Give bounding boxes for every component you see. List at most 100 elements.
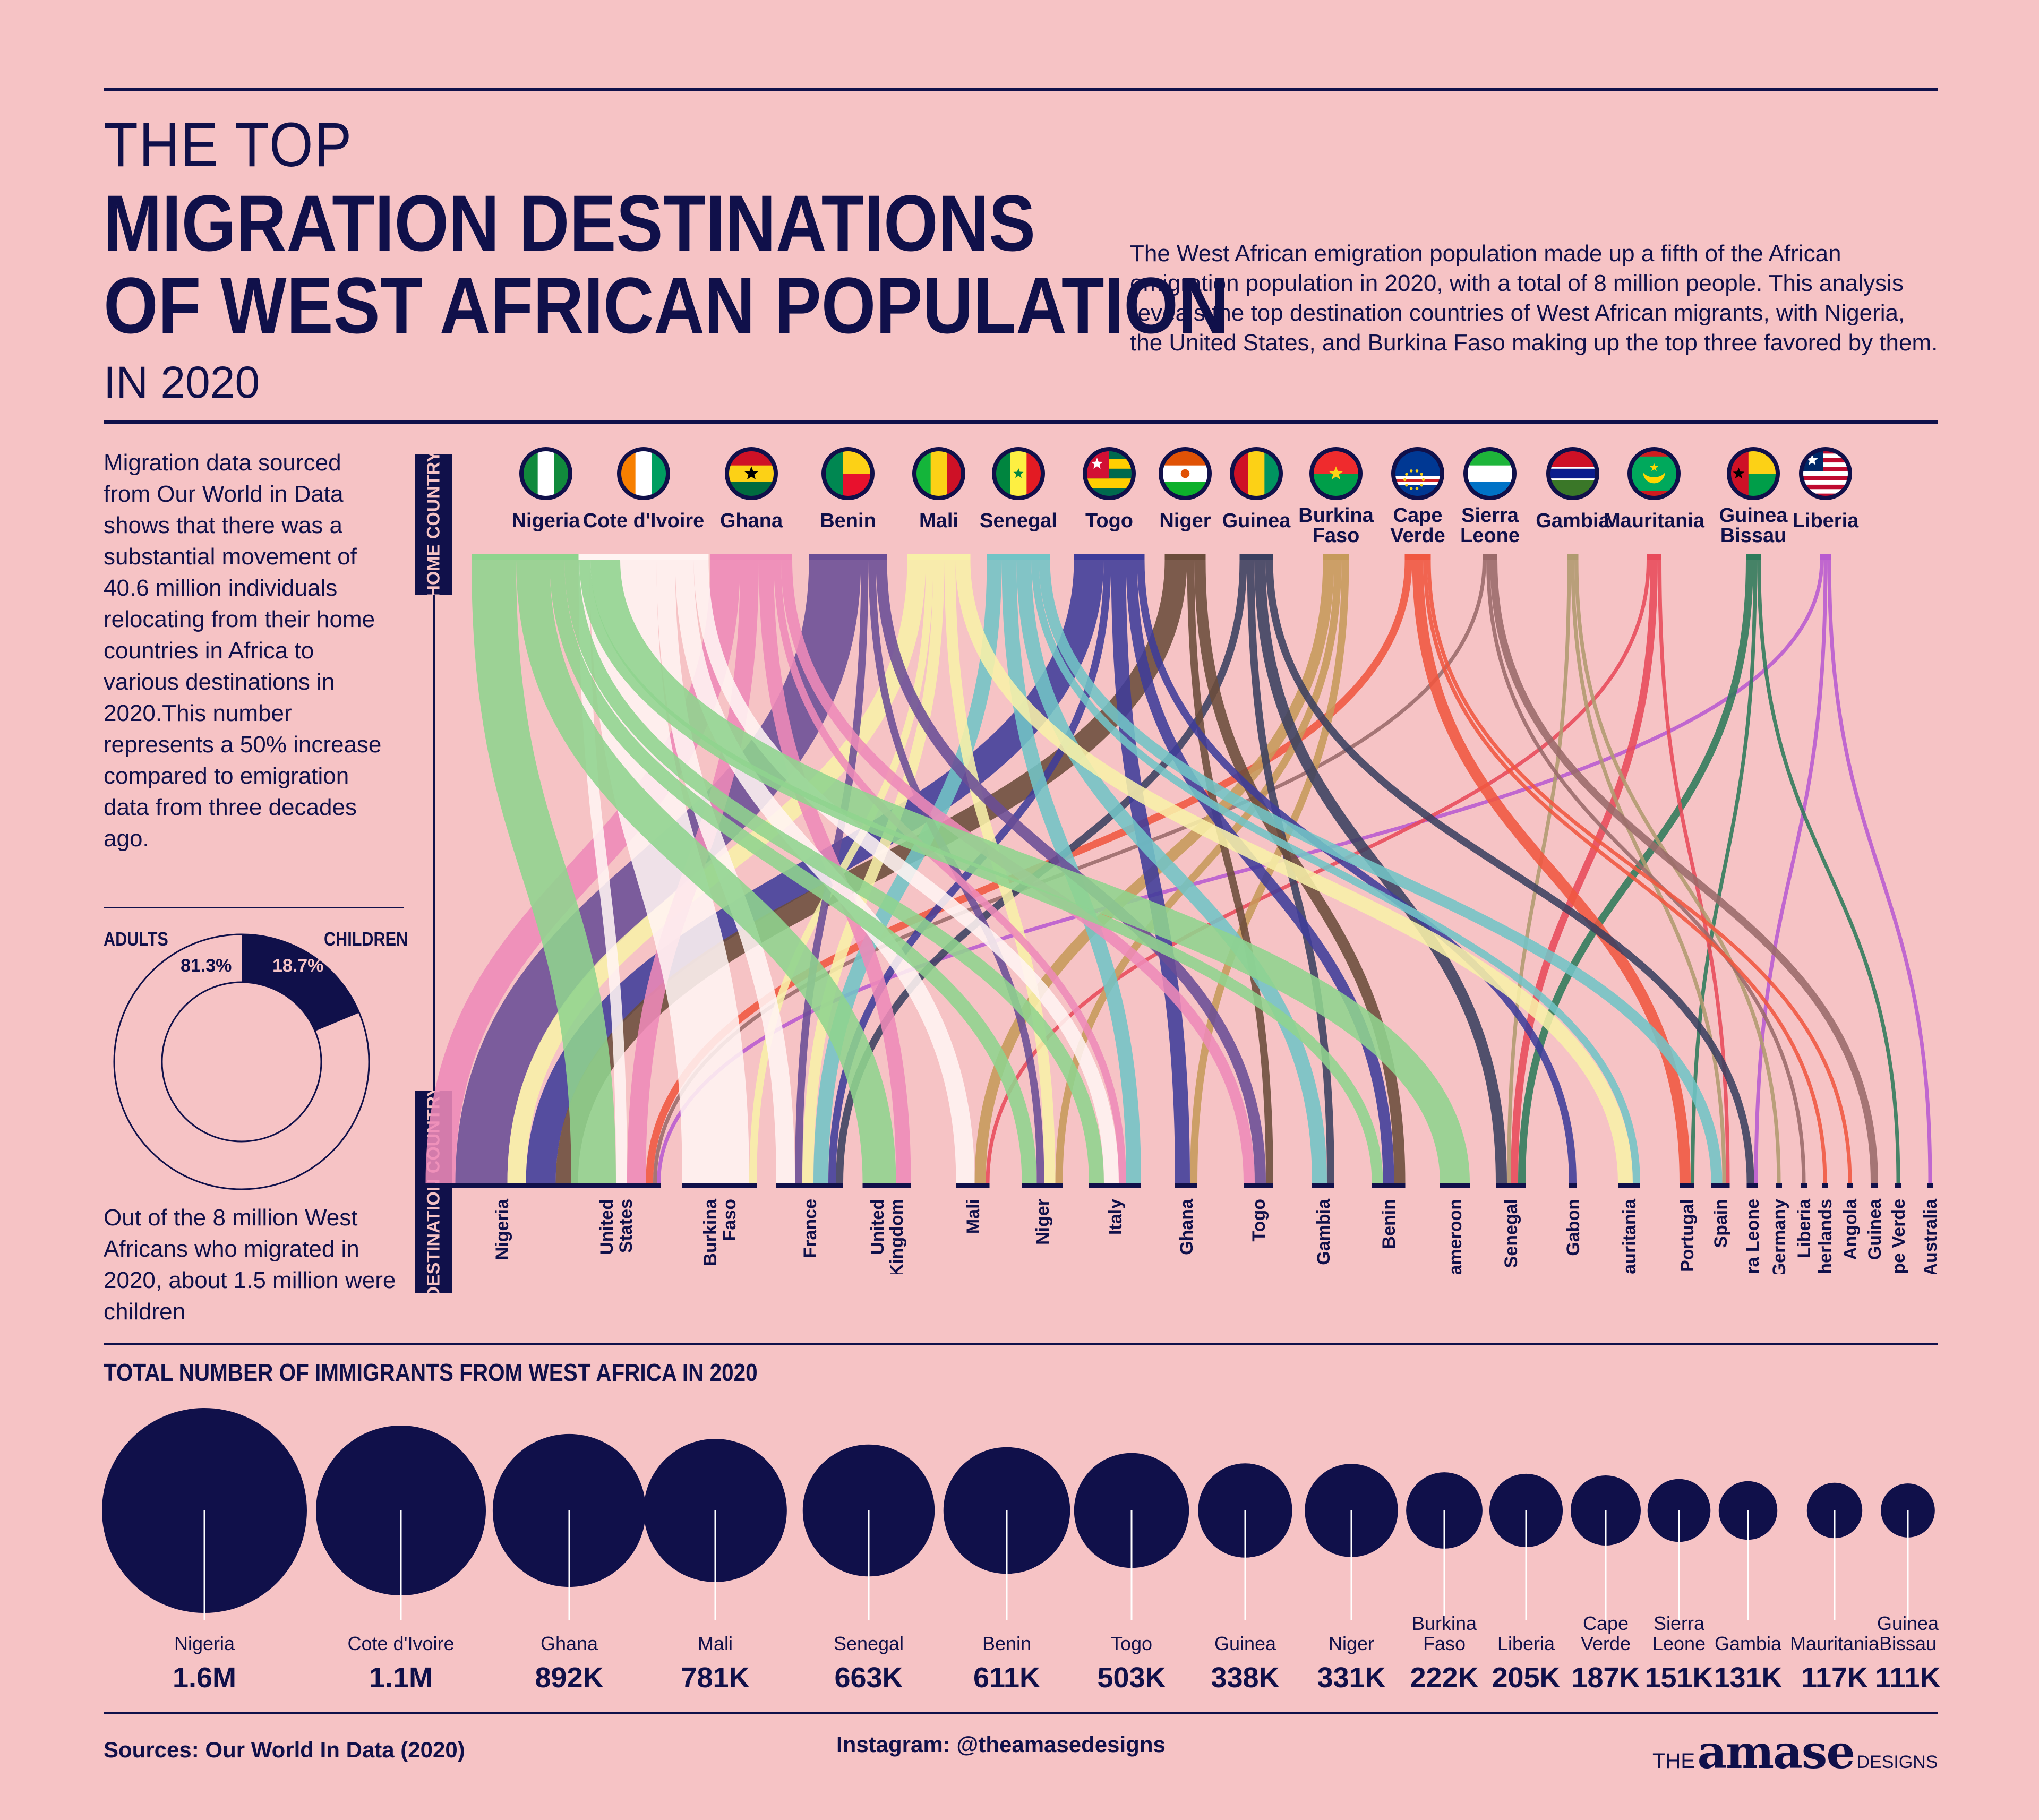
bubble-ghana: Ghana 892K xyxy=(492,1433,646,1694)
flag-cape-verde-icon xyxy=(1391,447,1444,500)
flow-mali-to-france xyxy=(802,560,945,1183)
dest-label-portugal: Portugal xyxy=(1677,1199,1698,1272)
dest-label-sierra-leone: Sierra Leone xyxy=(1743,1199,1763,1274)
dest-label-burkina-faso: BurkinaFaso xyxy=(700,1198,740,1266)
bubble-cape-verde: Cape Verde 187K xyxy=(1571,1475,1641,1694)
bubble-country-label: Togo xyxy=(1111,1633,1152,1654)
bubble-country-label: Burkina Faso xyxy=(1412,1612,1477,1654)
source-node-senegal xyxy=(987,554,1050,560)
bubble-value-label: 611K xyxy=(973,1662,1040,1694)
dest-label-spain: Spain xyxy=(1711,1199,1731,1248)
intro-paragraph: The West African emigration population m… xyxy=(1130,241,1938,356)
dest-node-benin xyxy=(1372,1183,1406,1188)
dest-node-togo xyxy=(1244,1183,1273,1188)
flow-guinea-to-sierra-leone xyxy=(1265,560,1754,1183)
bubble-value-label: 1.1M xyxy=(369,1662,433,1694)
home-country-badge: HOME COUNTRY xyxy=(415,450,452,598)
home-label-ghana: Ghana xyxy=(720,510,783,532)
bubble-senegal: Senegal 663K xyxy=(802,1444,935,1694)
flag-burkina-faso-icon xyxy=(1309,447,1363,500)
dest-label-togo: Togo xyxy=(1249,1199,1269,1242)
home-label-nigeria: Nigeria xyxy=(512,510,581,532)
bubble-divider xyxy=(104,1343,1938,1345)
children-donut-chart: 81.3% 18.7% xyxy=(113,933,370,1190)
dest-label-cape-verde: Cape Verde xyxy=(1889,1199,1909,1274)
home-label-cote-d-ivoire: Cote d'Ivoire xyxy=(583,510,705,532)
source-node-cape-verde xyxy=(1404,554,1431,560)
dest-node-ghana xyxy=(1175,1183,1197,1188)
dest-node-angola xyxy=(1847,1183,1853,1188)
flow-guinea-bissau-to-portugal xyxy=(1691,560,1757,1183)
dest-node-australia xyxy=(1927,1183,1933,1188)
home-label-guinea-bissau: Guinea Bissau xyxy=(1719,504,1788,547)
bubble-value-label: 111K xyxy=(1875,1662,1940,1694)
brand-designs: DESIGNS xyxy=(1856,1752,1938,1772)
bubble-country-label: Benin xyxy=(982,1633,1031,1654)
dest-label-france: France xyxy=(800,1199,820,1258)
bubble-country-label: Mauritania xyxy=(1790,1633,1880,1654)
bubble-sierra-leone: Sierra Leone 151K xyxy=(1644,1479,1714,1694)
home-label-cape-verde: Cape Verde xyxy=(1390,504,1445,547)
source-node-guinea-bissau xyxy=(1746,554,1761,560)
bubble-country-label: Sierra Leone xyxy=(1652,1612,1706,1654)
dest-label-liberia: Liberia xyxy=(1794,1198,1814,1258)
donut-children-segment xyxy=(242,934,359,1032)
flow-mauritania-to-senegal xyxy=(1511,560,1658,1183)
bubble-value-label: 187K xyxy=(1571,1662,1640,1694)
bubble-togo: Togo 503K xyxy=(1074,1453,1189,1694)
footer-divider xyxy=(104,1712,1938,1714)
flag-gambia-icon xyxy=(1546,447,1599,500)
dest-label-united-kingdom: UnitedKingdom xyxy=(868,1199,907,1274)
bubble-value-label: 781K xyxy=(681,1662,749,1694)
bubble-guinea: Guinea 338K xyxy=(1198,1463,1292,1694)
bubble-burkina-faso: Burkina Faso 222K xyxy=(1406,1472,1483,1694)
flow-nigeria-to-benin xyxy=(579,560,1383,1183)
dest-label-gambia: Gambia xyxy=(1314,1198,1334,1265)
flow-cape-verde-to-angola xyxy=(1427,560,1852,1183)
sidebar-migration-text: Migration data sourced from Our World in… xyxy=(104,450,382,852)
flow-senegal-to-gambia xyxy=(1016,560,1327,1183)
dest-label-mali: Mali xyxy=(963,1199,983,1234)
bubble-country-label: Guinea xyxy=(1214,1633,1276,1654)
donut-adults-label: ADULTS xyxy=(104,928,168,950)
dest-node-liberia xyxy=(1801,1183,1807,1188)
migration-sankey-chart: Nigeria Cote d'Ivoire Ghana Benin Mali Senega… xyxy=(425,447,1941,1274)
axis-connector xyxy=(433,595,435,1091)
dest-label-australia: Australia xyxy=(1921,1198,1941,1274)
dest-node-france xyxy=(776,1183,843,1188)
home-label-niger: Niger xyxy=(1159,510,1211,532)
flow-sierra-leone-to-guinea xyxy=(1490,560,1878,1183)
dest-node-cape-verde xyxy=(1895,1183,1901,1188)
bubble-value-label: 331K xyxy=(1317,1662,1385,1694)
bubble-nigeria: Nigeria 1.6M xyxy=(102,1408,307,1694)
donut-adults-pct: 81.3% xyxy=(181,956,232,976)
flow-liberia-to-australia xyxy=(1827,560,1932,1183)
title-line-2: MIGRATION DESTINATIONS xyxy=(104,178,1036,268)
flow-senegal-to-spain xyxy=(1039,560,1723,1183)
flow-guinea-bissau-to-cape-verde xyxy=(1757,560,1900,1183)
dest-label-germany: Germany xyxy=(1769,1199,1789,1274)
bubble-guinea-bissau: Guinea Bissau 111K xyxy=(1875,1483,1941,1694)
dest-label-benin: Benin xyxy=(1379,1199,1399,1249)
bubble-country-label: Niger xyxy=(1329,1633,1374,1654)
title-line-4: IN 2020 xyxy=(104,357,260,407)
bubble-country-label: Senegal xyxy=(834,1633,904,1654)
brand-the: THE xyxy=(1652,1749,1695,1773)
bubble-value-label: 117K xyxy=(1801,1662,1868,1694)
bubble-mauritania: Mauritania 117K xyxy=(1790,1482,1880,1694)
home-label-senegal: Senegal xyxy=(980,510,1057,532)
instagram-handle[interactable]: Instagram: @theamasedesigns xyxy=(836,1732,1166,1757)
flag-mauritania-icon xyxy=(1627,447,1681,500)
dest-label-nigeria: Nigeria xyxy=(492,1198,512,1260)
bubble-mali: Mali 781K xyxy=(644,1439,787,1694)
source-node-mali xyxy=(907,554,971,560)
home-label-mali: Mali xyxy=(919,510,958,532)
header-divider xyxy=(104,420,1938,424)
dest-node-mali xyxy=(956,1183,990,1188)
dest-node-italy xyxy=(1089,1183,1141,1188)
title-line-1: THE TOP xyxy=(104,110,353,180)
flag-nigeria-icon xyxy=(519,447,572,500)
dest-label-niger: Niger xyxy=(1033,1199,1053,1245)
dest-node-cameroon xyxy=(1440,1183,1470,1188)
flag-cote-d-ivoire-icon xyxy=(617,447,670,500)
